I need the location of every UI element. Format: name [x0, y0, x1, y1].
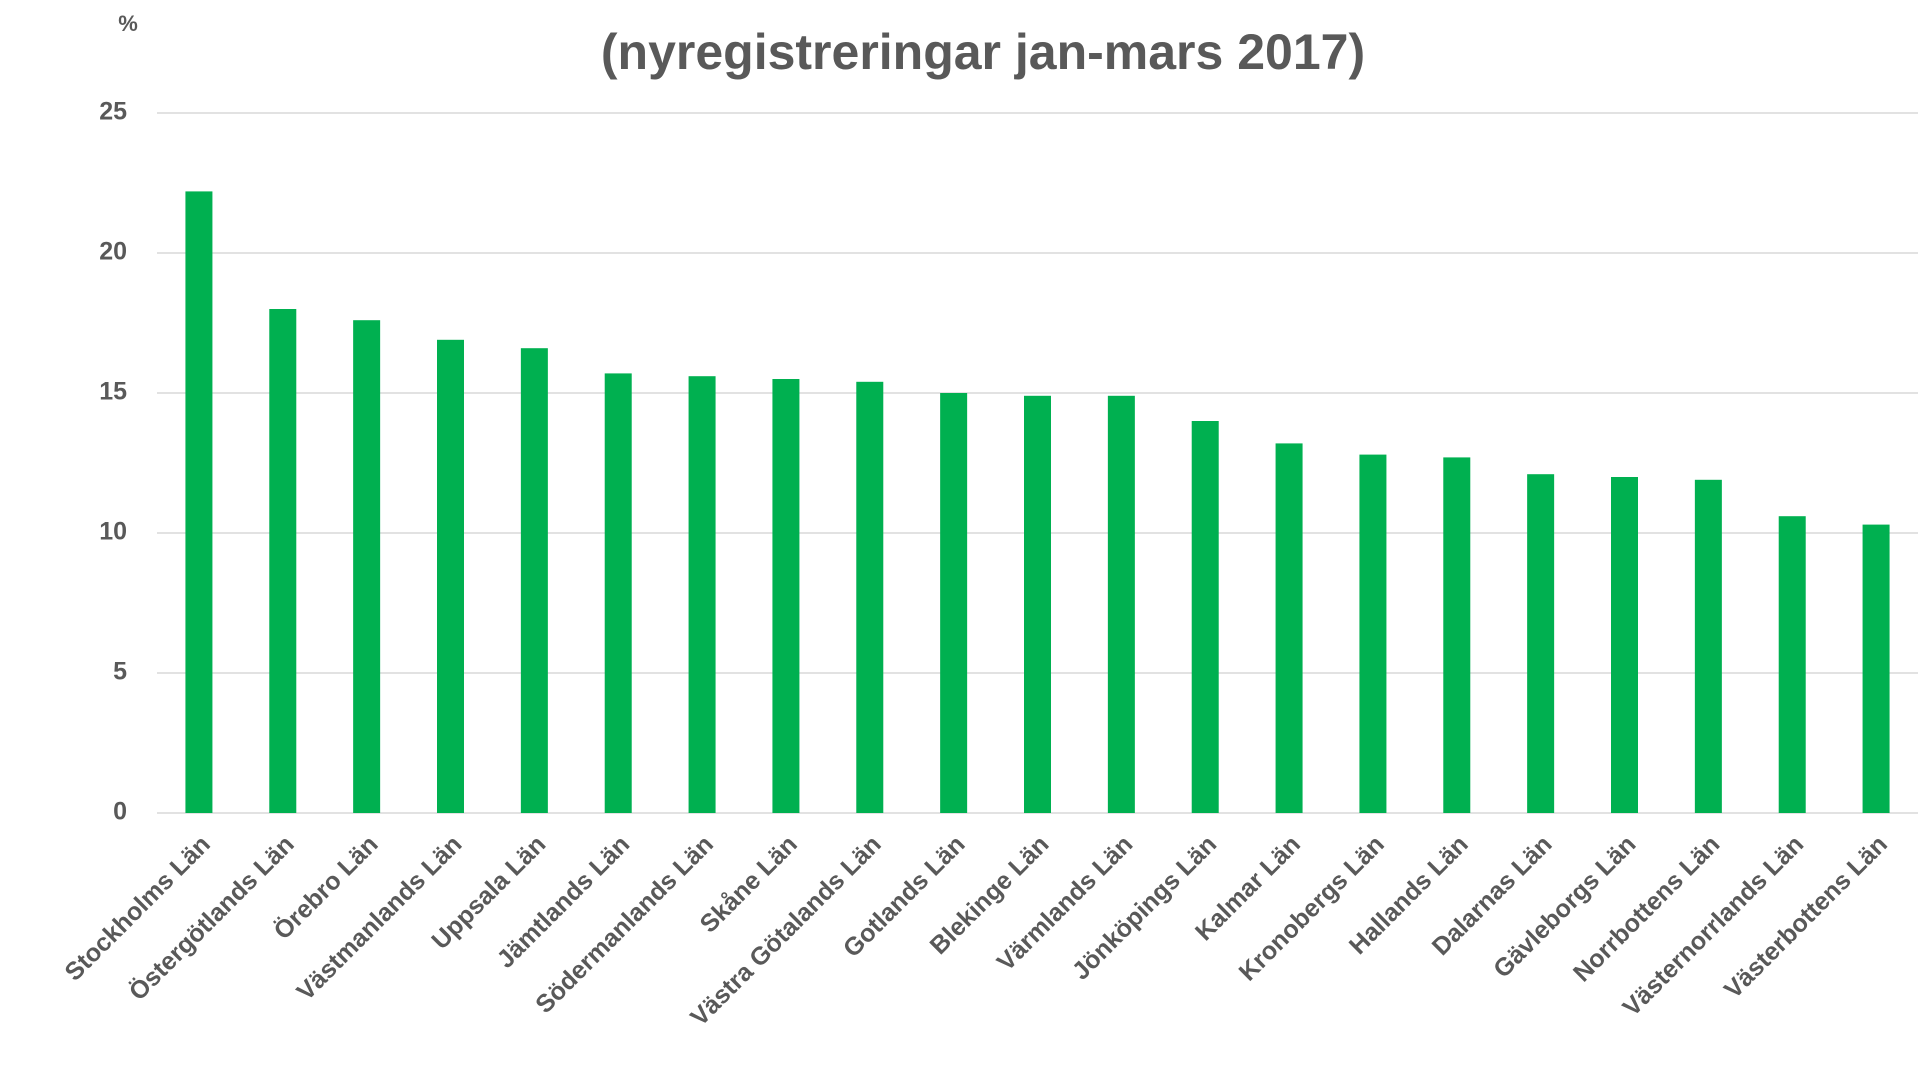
bar	[688, 376, 716, 813]
x-tick-label: Västerbottens Län	[1719, 830, 1893, 1004]
y-tick-label: 15	[99, 378, 127, 406]
x-tick-label: Jönköpings Län	[1067, 830, 1222, 985]
x-tick-label: Västmanlands Län	[291, 830, 467, 1006]
y-tick-label: 0	[113, 798, 127, 826]
bar	[437, 339, 464, 813]
chart-subtitle: (nyregistreringar jan-mars 2017)	[601, 24, 1365, 80]
x-tick-label: Gävleborgs Län	[1488, 830, 1641, 983]
x-tick-label: Norrbottens Län	[1568, 830, 1725, 987]
y-tick-label: 5	[113, 658, 127, 686]
bar	[772, 379, 800, 813]
bar	[856, 381, 884, 813]
y-tick-label: 20	[99, 238, 127, 266]
bar	[1443, 457, 1471, 813]
bar	[1611, 477, 1638, 813]
bar	[1024, 395, 1051, 813]
bar	[604, 373, 632, 813]
bar	[1359, 454, 1387, 813]
bar	[1862, 524, 1890, 813]
bar	[269, 309, 297, 813]
bar	[520, 348, 548, 813]
bar	[353, 320, 381, 813]
x-tick-label: Stockholms Län	[60, 830, 216, 986]
y-axis-label: %	[118, 11, 138, 36]
x-tick-label: Kronobergs Län	[1234, 830, 1390, 986]
bar	[185, 191, 213, 813]
bar	[1778, 516, 1806, 813]
bar	[1694, 479, 1722, 813]
y-tick-label: 10	[99, 518, 127, 546]
bar	[1275, 443, 1303, 813]
bar	[1107, 395, 1135, 813]
bar	[1527, 474, 1555, 813]
bar	[940, 393, 968, 813]
bar	[1191, 421, 1219, 813]
y-tick-label: 25	[99, 98, 127, 126]
x-tick-label: Östergötlands Län	[123, 829, 300, 1006]
